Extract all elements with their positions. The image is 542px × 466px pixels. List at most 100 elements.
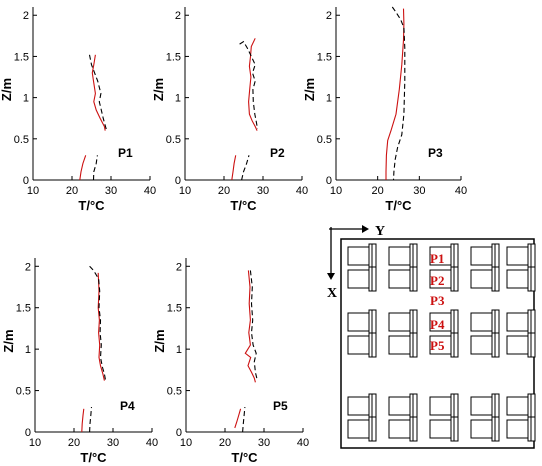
y-tick-label: 2 <box>23 10 29 22</box>
cabinet-unit <box>347 243 377 269</box>
y-axis-title: Z/m <box>1 329 16 352</box>
cabinet-unit <box>470 332 500 358</box>
cabinet-unit <box>470 309 500 335</box>
series-red-line <box>234 408 242 429</box>
y-tick-label: 1 <box>326 93 332 105</box>
y-tick-label: 1.5 <box>317 51 332 63</box>
panel-p5: 10 20 30 40 0 0.5 1 1.5 2 T/°C Z/m P5 <box>152 258 309 465</box>
cabinet-unit <box>347 266 377 292</box>
x-tick-label: 40 <box>297 437 309 449</box>
cabinet-unit <box>506 332 536 358</box>
y-tick-label: 0.5 <box>166 134 181 146</box>
x-tick-label: 30 <box>258 437 270 449</box>
series-black-dashed-line <box>239 40 259 129</box>
x-tick-label: 30 <box>107 437 119 449</box>
cabinet-unit <box>506 393 536 419</box>
y-tick-label: 1 <box>176 344 182 356</box>
cabinet-unit <box>347 416 377 442</box>
layout-diagram: Y X P1 P2 P3 P4 P5 <box>327 224 536 449</box>
x-tick-label: 10 <box>179 185 191 197</box>
series-black-dashed-line <box>241 155 250 181</box>
y-tick-label: 0 <box>326 175 332 187</box>
series-red-line <box>97 272 105 381</box>
series-red-line <box>248 38 258 131</box>
cabinet-unit <box>429 243 459 269</box>
cabinet-unit <box>506 266 536 292</box>
y-tick-label: 1.5 <box>14 51 29 63</box>
cabinet-units <box>347 243 536 442</box>
x-tick-label: 40 <box>146 437 158 449</box>
series-red-line <box>81 408 85 433</box>
y-tick-label: 0 <box>176 427 182 439</box>
y-tick-label: 1.5 <box>16 303 31 315</box>
series-black-dashed-line <box>88 54 108 131</box>
panel-tag: P4 <box>120 399 135 413</box>
x-tick-label: 20 <box>219 437 231 449</box>
point-label-p1: P1 <box>430 251 444 266</box>
cabinet-unit <box>506 309 536 335</box>
y-tick-label: 0.5 <box>14 134 29 146</box>
y-tick-label: 2 <box>326 10 332 22</box>
y-tick-label: 1.5 <box>167 303 182 315</box>
cabinet-unit <box>347 309 377 335</box>
cabinet-unit <box>470 243 500 269</box>
point-label-p4: P4 <box>430 317 445 332</box>
panel-tag: P3 <box>428 146 443 160</box>
panel-p1: 10 20 30 40 0 0.5 1 1.5 2 T/°C Z/m P1 <box>0 7 156 213</box>
panel-tag: P5 <box>273 399 288 413</box>
x-tick-label: 10 <box>180 437 192 449</box>
cabinet-unit <box>388 332 418 358</box>
series-red-line <box>79 155 87 181</box>
cabinet-unit <box>429 393 459 419</box>
y-tick-label: 0 <box>25 427 31 439</box>
series-black-dashed-line <box>89 407 93 433</box>
x-axis-title: T/°C <box>385 198 412 213</box>
x-tick-label: 30 <box>257 185 269 197</box>
panel-tag: P2 <box>270 146 285 160</box>
panel-p2: 10 20 30 40 0 0.5 1 1.5 2 T/°C Z/m P2 <box>151 7 308 213</box>
cabinet-unit <box>347 393 377 419</box>
x-tick-label: 40 <box>144 185 156 197</box>
series-black-dashed-line <box>242 407 246 433</box>
panel-p3: 10 20 30 40 0 0.5 1 1.5 2 T/°C Z/m P3 <box>302 6 467 213</box>
y-tick-label: 1 <box>175 93 181 105</box>
y-axis-arrowhead <box>362 225 369 233</box>
x-tick-label: 20 <box>372 185 384 197</box>
y-tick-label: 2 <box>176 261 182 273</box>
cabinet-unit <box>388 243 418 269</box>
x-tick-label: 20 <box>66 185 78 197</box>
point-label-p5: P5 <box>430 338 445 353</box>
x-tick-label: 10 <box>27 185 39 197</box>
series-red-line <box>385 8 405 180</box>
x-tick-label: 20 <box>68 437 80 449</box>
cabinet-unit <box>388 266 418 292</box>
cabinet-unit <box>347 332 377 358</box>
x-axis-title: T/°C <box>80 450 107 465</box>
cabinet-unit <box>506 416 536 442</box>
x-tick-label: 30 <box>105 185 117 197</box>
y-tick-label: 1.5 <box>166 51 181 63</box>
cabinet-unit <box>429 416 459 442</box>
y-axis-title: Z/m <box>151 78 166 101</box>
x-axis-title: T/°C <box>78 198 105 213</box>
series-black-dashed-line <box>249 270 258 381</box>
panel-p4: 10 20 30 40 0 0.5 1 1.5 2 T/°C Z/m P4 <box>1 258 158 465</box>
cabinet-unit <box>429 266 459 292</box>
y-tick-label: 0.5 <box>16 386 31 398</box>
x-tick-label: 10 <box>29 437 41 449</box>
y-tick-label: 0.5 <box>167 386 182 398</box>
x-axis-title: T/°C <box>231 450 258 465</box>
cabinet-unit <box>470 393 500 419</box>
coordinate-axes: Y X <box>327 224 385 301</box>
y-tick-label: 1 <box>23 93 29 105</box>
x-tick-label: 40 <box>455 185 467 197</box>
y-axis-title: Z/m <box>302 78 317 101</box>
x-tick-label: 40 <box>296 185 308 197</box>
point-label-p3: P3 <box>430 293 445 308</box>
cabinet-unit <box>388 309 418 335</box>
series-red-line <box>244 270 256 383</box>
y-tick-label: 2 <box>175 10 181 22</box>
x-tick-label: 20 <box>218 185 230 197</box>
y-tick-label: 0.5 <box>317 134 332 146</box>
